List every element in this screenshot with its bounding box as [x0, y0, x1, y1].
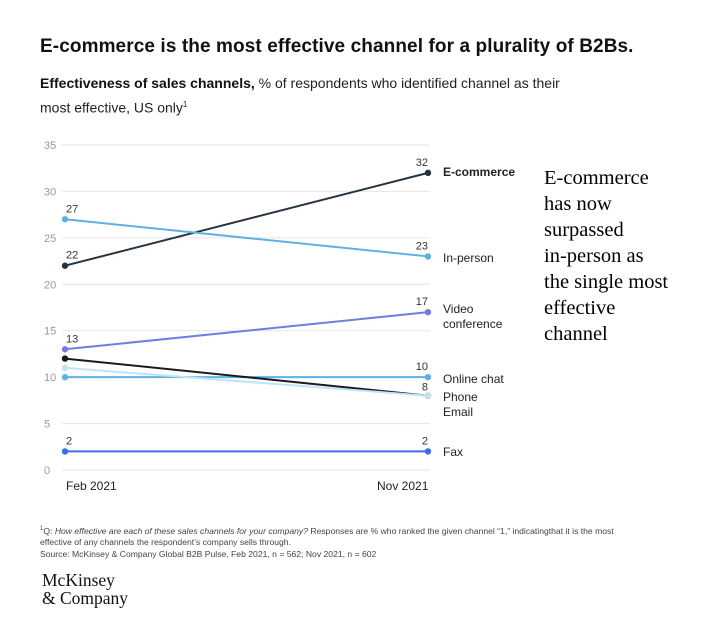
logo-line-2: & Company	[42, 588, 129, 608]
series-name-label: Phone	[443, 390, 478, 404]
end-value-label: 2	[422, 435, 428, 447]
start-value-label: 22	[66, 250, 78, 262]
series-line	[64, 171, 429, 267]
end-value-label: 8	[422, 382, 428, 394]
data-point	[61, 262, 69, 269]
callout-line: in-person as	[544, 245, 644, 267]
y-tick-label: 10	[44, 372, 56, 384]
end-value-label: 23	[416, 240, 428, 252]
callout-line: the single most	[544, 271, 669, 293]
data-point	[424, 253, 432, 260]
series-line	[64, 357, 429, 397]
series-line	[64, 311, 429, 351]
data-point	[424, 169, 432, 177]
data-point	[61, 373, 69, 381]
data-point	[424, 373, 432, 381]
callout-line: effective	[544, 297, 616, 319]
subtitle-rest: % of respondents who identified channel …	[40, 75, 560, 116]
footnote-marker: 1	[40, 526, 44, 532]
callout-line: surpassed	[544, 219, 624, 241]
x-tick-label: Nov 2021	[377, 479, 429, 493]
logo-line-1: McKinsey	[42, 570, 115, 590]
y-tick-label: 20	[44, 279, 56, 291]
series-name-label: Email	[443, 405, 473, 419]
y-tick-label: 30	[44, 186, 56, 198]
series-name-label: In-person	[443, 251, 494, 265]
mckinsey-logo: McKinsey & Company	[42, 571, 128, 607]
series-name-label: Online chat	[443, 372, 504, 386]
footnote-line-2: effective of any channels the respondent…	[40, 537, 291, 548]
footnote-question: How effective are each of these sales ch…	[54, 525, 308, 536]
chart-subtitle: Effectiveness of sales channels, % of re…	[40, 72, 560, 119]
data-point	[61, 364, 69, 372]
subtitle-bold: Effectiveness of sales channels,	[40, 75, 255, 91]
start-value-label: 2	[66, 435, 72, 447]
footnote: 1Q: How effective are each of these sale…	[40, 524, 680, 560]
series-name-label: Fax	[443, 445, 463, 459]
series-line	[64, 218, 429, 258]
footnote-q-prefix: Q:	[43, 525, 55, 536]
start-value-label: 27	[66, 203, 78, 215]
y-tick-label: 0	[44, 465, 50, 477]
start-value-label: 13	[66, 333, 78, 345]
data-point	[424, 308, 432, 316]
y-tick-label: 15	[44, 326, 56, 338]
data-point	[424, 448, 432, 455]
x-tick-label: Feb 2021	[66, 479, 117, 493]
series-name-label: conference	[443, 317, 503, 331]
end-value-label: 17	[416, 296, 428, 308]
subtitle-note-marker: 1	[182, 100, 188, 109]
callout-text: E-commerce has now surpassed in-person as th…	[544, 165, 714, 347]
end-value-label: 10	[416, 361, 428, 373]
series-line	[64, 366, 429, 397]
series-name-label: Video	[443, 302, 474, 316]
callout-line: channel	[544, 323, 608, 345]
footnote-line-1: 1Q: How effective are each of these sale…	[40, 524, 680, 537]
y-tick-label: 35	[44, 140, 56, 152]
data-point	[61, 346, 69, 353]
data-point	[424, 392, 432, 399]
data-point	[61, 355, 69, 362]
chart-title: E-commerce is the most effective channel…	[40, 36, 634, 57]
series-name-label: E-commerce	[443, 165, 515, 179]
footnote-line1-rest: Responses are % who ranked the given cha…	[308, 525, 614, 536]
y-tick-label: 25	[44, 233, 56, 245]
end-value-label: 32	[416, 157, 428, 169]
y-tick-label: 5	[44, 419, 50, 431]
data-point	[61, 216, 69, 223]
footnote-source: Source: McKinsey & Company Global B2B Pu…	[40, 548, 377, 559]
callout-line: has now	[544, 193, 612, 215]
data-point	[61, 448, 69, 455]
callout-line: E-commerce	[544, 167, 649, 189]
